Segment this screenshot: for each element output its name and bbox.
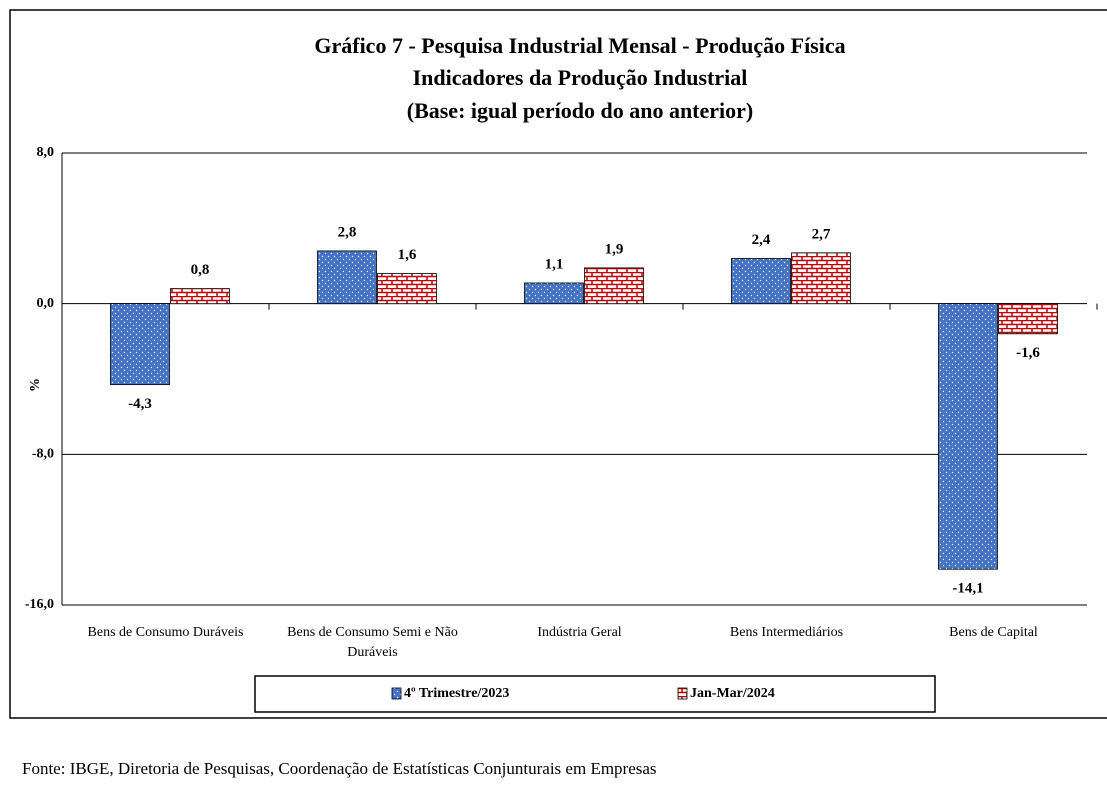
value-label: -14,1	[952, 581, 983, 597]
x-tick-label: Bens Intermediários	[730, 625, 843, 640]
bar	[524, 282, 584, 305]
value-label: 1,9	[605, 241, 624, 257]
value-label: 1,1	[545, 256, 564, 272]
chart-frame	[9, 9, 1107, 719]
bar	[938, 303, 998, 570]
legend-swatch	[677, 687, 688, 700]
bar	[584, 267, 644, 305]
y-tick-label: 0,0	[37, 296, 55, 311]
legend-swatch	[391, 687, 402, 700]
value-label: 1,6	[398, 247, 417, 263]
x-tick-label: Bens de Consumo Duráveis	[88, 625, 244, 640]
chart-title: Gráfico 7 - Pesquisa Industrial Mensal -…	[314, 33, 845, 58]
y-tick-label: 8,0	[37, 145, 55, 160]
y-tick-label: -16,0	[25, 597, 54, 612]
y-axis-label: %	[28, 378, 43, 392]
x-tick-label: Indústria Geral	[537, 625, 621, 640]
x-tick-label: Bens de Consumo Semi e Não Duráveis	[287, 625, 458, 660]
chart-subtitle: (Base: igual período do ano anterior)	[407, 98, 754, 123]
value-label: -4,3	[128, 396, 152, 412]
value-label: 2,8	[338, 224, 357, 240]
x-tick-label: Bens de Capital	[949, 625, 1038, 640]
y-tick-label: -8,0	[32, 447, 54, 462]
value-label: 2,4	[752, 232, 771, 248]
bar	[731, 258, 791, 305]
legend-label: 4º Trimestre/2023	[404, 686, 509, 701]
bar	[377, 273, 437, 305]
legend-label: Jan-Mar/2024	[690, 686, 775, 701]
bar	[110, 303, 170, 386]
chart-subtitle: Indicadores da Produção Industrial	[413, 65, 748, 90]
bar	[998, 303, 1058, 335]
bar	[791, 252, 851, 305]
source: Fonte: IBGE, Diretoria de Pesquisas, Coo…	[22, 759, 657, 778]
value-label: 2,7	[812, 226, 831, 242]
legend	[254, 675, 936, 713]
bar	[170, 288, 230, 305]
value-label: 0,8	[191, 262, 210, 278]
value-label: -1,6	[1016, 345, 1040, 361]
bar	[317, 250, 377, 305]
